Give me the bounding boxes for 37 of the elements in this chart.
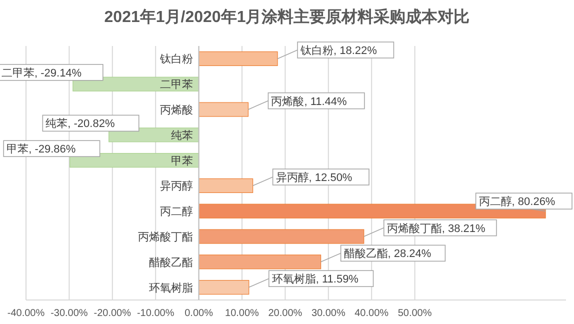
bar bbox=[198, 280, 250, 295]
chart-title: 2021年1月/2020年1月涂料主要原材料采购成本对比 bbox=[104, 7, 470, 26]
bar bbox=[198, 102, 249, 117]
y-tick-label: 甲苯 bbox=[170, 154, 193, 168]
x-tick-label: 20.00% bbox=[268, 308, 302, 319]
data-label: 钛白粉, 18.22% bbox=[300, 45, 378, 57]
data-label: 丙烯酸, 11.44% bbox=[271, 94, 348, 108]
x-tick-label: 30.00% bbox=[311, 308, 346, 319]
y-tick-label: 醋酸乙酯 bbox=[148, 256, 193, 269]
x-tick-label: -30.00% bbox=[50, 308, 88, 319]
x-tick-label: 10.00% bbox=[225, 308, 260, 319]
bar bbox=[198, 51, 278, 66]
x-tick-label: -40.00% bbox=[7, 308, 45, 319]
x-tick-label: 40.00% bbox=[354, 308, 389, 319]
bar bbox=[198, 229, 364, 244]
data-label: 丙二醇, 80.26% bbox=[478, 195, 556, 208]
data-label: 纯苯, -20.82% bbox=[46, 117, 115, 130]
y-tick-label: 纯苯 bbox=[170, 128, 193, 142]
x-tick-label: 0.00% bbox=[184, 308, 214, 319]
y-tick-label: 丙烯酸 bbox=[160, 104, 193, 116]
bar bbox=[198, 178, 254, 193]
data-label: 环氧树脂, 11.59% bbox=[272, 274, 359, 286]
x-tick-label: -10.00% bbox=[136, 308, 174, 319]
bar bbox=[198, 254, 322, 270]
data-label: 甲苯, -29.86% bbox=[6, 142, 76, 156]
y-tick-label: 异丙醇 bbox=[160, 180, 193, 193]
y-tick-label: 环氧树脂 bbox=[148, 282, 193, 294]
data-label: 醋酸乙酯, 28.24% bbox=[344, 248, 432, 260]
data-label: 丙烯酸丁酯, 38.21% bbox=[386, 222, 486, 235]
data-label: 二甲苯, -29.14% bbox=[2, 66, 82, 80]
x-tick-label: -20.00% bbox=[94, 308, 132, 319]
y-tick-label: 二甲苯 bbox=[160, 78, 193, 92]
y-tick-label: 丙烯酸丁酯 bbox=[138, 230, 193, 244]
y-tick-label: 丙二醇 bbox=[160, 205, 193, 218]
x-tick-label: 50.00% bbox=[398, 308, 432, 319]
y-tick-label: 钛白粉 bbox=[158, 54, 193, 66]
data-label: 异丙醇, 12.50% bbox=[276, 171, 352, 184]
